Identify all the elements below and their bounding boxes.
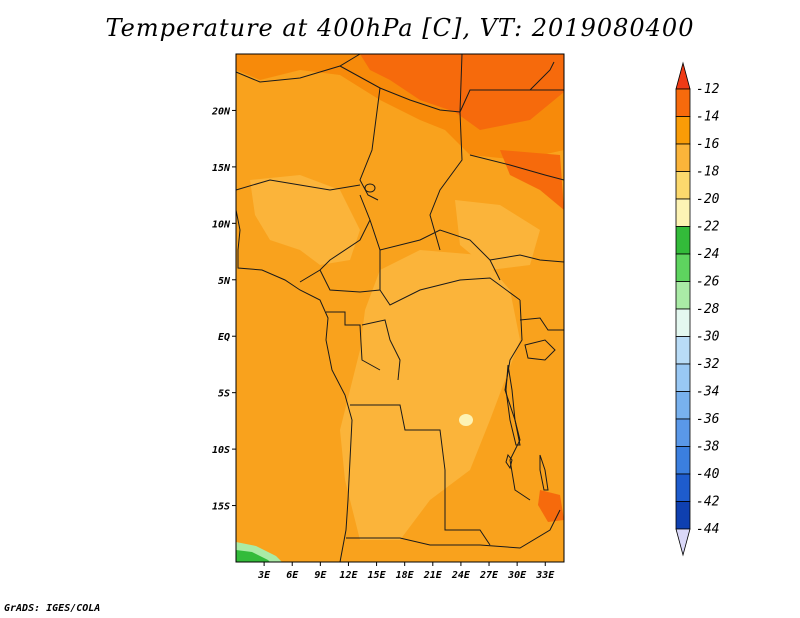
lon-tick-label: 27E (479, 570, 499, 581)
colorbar: -12 -14 -16 -18 -20 -22 -24 -26 -28 -30 -32 -34 -36 -… (675, 61, 720, 557)
colorbar-label: -34 (696, 385, 719, 400)
lon-tick-label: 6E (286, 570, 299, 581)
colorbar-label: -24 (696, 247, 719, 262)
lon-tick-label: 3E (257, 570, 271, 581)
colorbar-label: -26 (696, 275, 720, 290)
border-uganda-kenya (519, 317, 564, 331)
map-frame (235, 53, 565, 563)
colorbar-label: -20 (696, 192, 720, 207)
lake-chad (364, 183, 376, 193)
lon-tick-label: 12E (339, 570, 358, 581)
lake-mweru (505, 453, 513, 470)
lon-tick-label: 15E (368, 570, 387, 581)
border-north-2 (339, 53, 463, 113)
temperature-field-hot-north (360, 54, 564, 130)
lon-tick-label: 33E (535, 570, 555, 581)
lon-tick-label: 9E (314, 570, 327, 581)
temperature-field-light-west (250, 175, 360, 265)
border-congo (361, 319, 401, 381)
colorbar-label: -12 (696, 82, 720, 97)
colorbar-label: -44 (696, 522, 719, 537)
colorbar-label: -36 (696, 412, 720, 427)
border-nigeria-north (235, 179, 361, 191)
lake-malawi (539, 454, 549, 491)
colorbar-label: -22 (696, 220, 720, 235)
lat-tick-label: 10N (212, 219, 231, 230)
colorbar-label: -16 (696, 137, 720, 152)
colorbar-bottom-triangle (675, 528, 691, 557)
longitude-axis: 3E 6E 9E 12E 15E 18E 21E 24E 27E 30E 33E (257, 562, 555, 581)
lat-tick-label: 15N (212, 163, 231, 174)
temperature-field-light-central (340, 250, 520, 540)
colorbar-box (675, 226, 691, 255)
colorbar-box (675, 473, 691, 502)
colorbar-label: -32 (696, 357, 720, 372)
red-sea-coast (529, 61, 555, 91)
border-niger-chad (359, 87, 381, 201)
colorbar-box (675, 363, 691, 392)
colorbar-box (675, 143, 691, 172)
colorbar-label: -30 (696, 330, 720, 345)
colorbar-box (675, 198, 691, 227)
colorbar-box (675, 253, 691, 282)
border-zambia (479, 509, 561, 549)
border-sudan-south (489, 254, 565, 263)
coastline-west (235, 209, 353, 563)
border-angola-east (444, 470, 491, 546)
latitude-axis: 20N 15N 10N 5N EQ 5S 10S 15S (211, 106, 236, 513)
lon-tick-label: 18E (396, 570, 415, 581)
country-borders (235, 53, 565, 563)
colorbar-box (675, 336, 691, 365)
colorbar-label: -28 (696, 302, 720, 317)
lat-tick-label: 5N (218, 276, 231, 287)
grads-credit: GrADS: IGES/COLA (4, 603, 101, 614)
lon-tick-label: 30E (507, 570, 527, 581)
temperature-field-yellow-spot (459, 414, 473, 426)
temperature-field-hot-sahel (500, 150, 564, 210)
colorbar-box (675, 391, 691, 420)
border-cameroon-south (319, 269, 381, 293)
colorbar-box (675, 418, 691, 447)
temperature-field-green-core (236, 550, 270, 562)
colorbar-box (675, 308, 691, 337)
colorbar-box (675, 116, 691, 145)
map-panel (235, 53, 565, 563)
lake-victoria (524, 339, 556, 361)
colorbar-label: -40 (696, 467, 720, 482)
lon-tick-label: 24E (451, 570, 471, 581)
temperature-field-light-east (455, 200, 540, 270)
lat-tick-label: 15S (212, 502, 230, 513)
colorbar-box (675, 501, 691, 530)
border-sudan-east (469, 154, 565, 181)
colorbar-box (675, 88, 691, 117)
lat-tick-label: 10S (212, 445, 230, 456)
border-north-3 (459, 89, 564, 113)
lat-tick-label: 20N (211, 106, 231, 117)
lat-tick-label: 5S (218, 389, 230, 400)
colorbar-top-triangle (675, 61, 691, 90)
border-north-1 (235, 53, 361, 83)
colorbar-box (675, 281, 691, 310)
lake-tanganyika (505, 364, 521, 446)
border-gabon (326, 311, 381, 371)
border-angola-south (346, 537, 480, 546)
border-chad-sudan (429, 111, 463, 251)
colorbar-box (675, 171, 691, 200)
border-nigeria-east (299, 194, 371, 283)
map-title: Temperature at 400hPa [C], VT: 201908040… (105, 14, 695, 42)
colorbar-label: -38 (696, 440, 720, 455)
colorbar-label: -18 (696, 165, 720, 180)
colorbar-label: -42 (696, 495, 720, 510)
lon-tick-label: 21E (423, 570, 443, 581)
colorbar-box (675, 446, 691, 475)
lat-tick-label: EQ (218, 332, 230, 343)
border-angola-north (350, 404, 446, 471)
colorbar-label: -14 (696, 110, 719, 125)
